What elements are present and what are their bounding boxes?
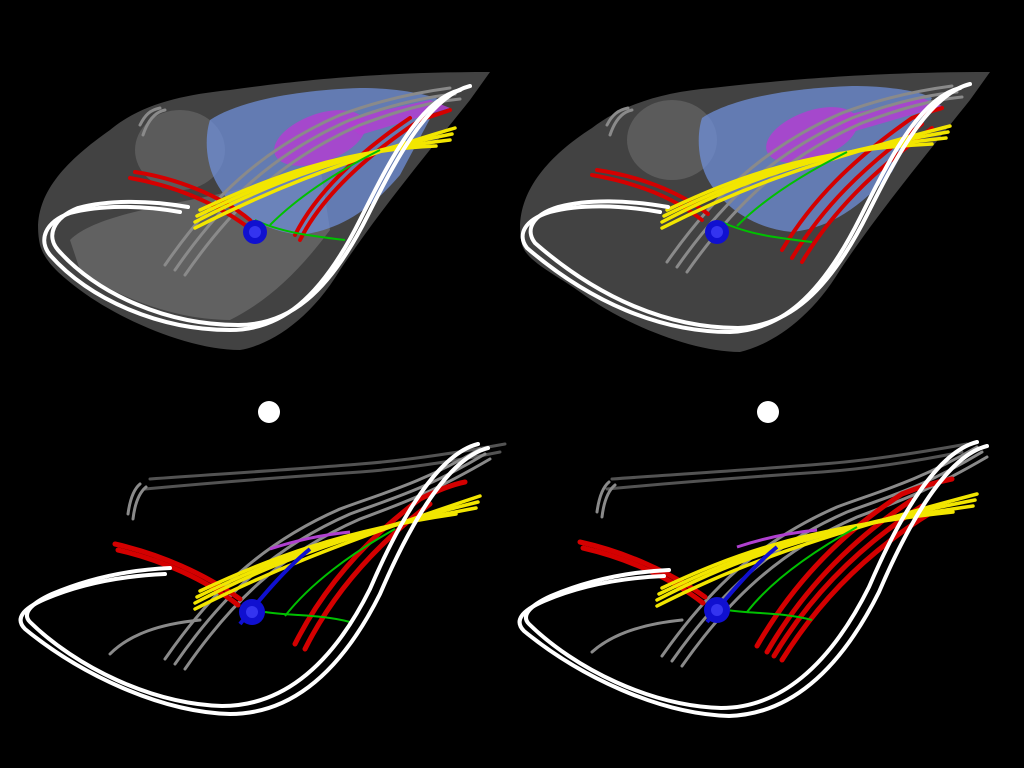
green-tract [721, 151, 848, 243]
magenta-tract [269, 530, 351, 551]
white-tracts [520, 82, 972, 335]
white-dot-marker-left [258, 401, 280, 423]
yellow-tracts [655, 492, 979, 608]
panel-bottom-right-render [512, 384, 1024, 768]
blue-structure [705, 220, 729, 244]
panel-top-left-render [0, 0, 512, 384]
blue-structure [704, 545, 779, 624]
blue-structure [243, 220, 267, 244]
yellow-tracts [660, 124, 952, 230]
magenta-tract [736, 528, 818, 549]
green-tract [264, 528, 396, 623]
panel-top-right-render [512, 0, 1024, 384]
white-tracts [42, 84, 472, 333]
white-dot-marker-right [757, 401, 779, 423]
white-tracts [517, 440, 989, 719]
green-tract [726, 526, 858, 621]
red-tracts [128, 108, 452, 242]
render-bottom-left-svg [18, 442, 507, 717]
red-tracts [577, 476, 955, 663]
render-top-left-svg [38, 72, 490, 350]
render-top-right-svg [520, 72, 990, 352]
blue-structure [238, 547, 312, 626]
panel-bottom-left-render [0, 384, 512, 768]
render-bottom-right-svg [517, 440, 989, 719]
white-tracts [18, 442, 490, 717]
